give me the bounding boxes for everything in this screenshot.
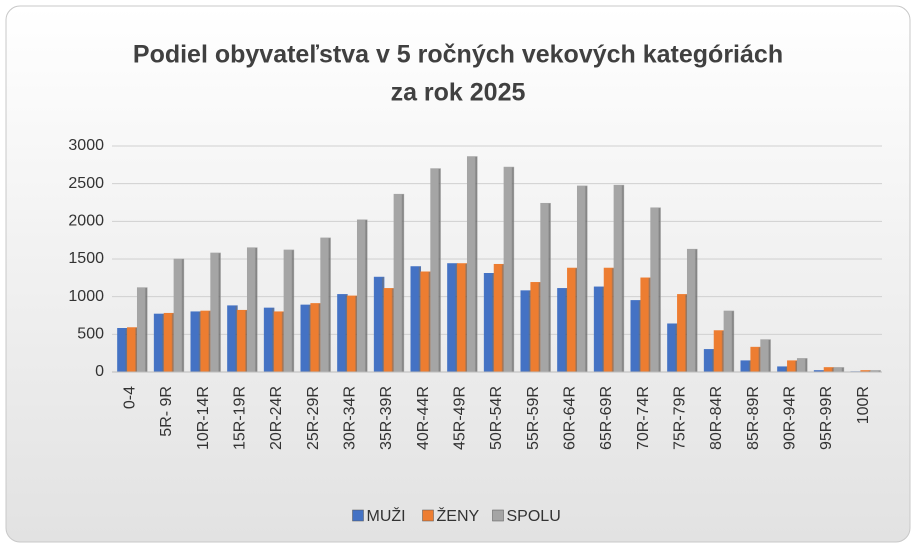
bar: [667, 323, 678, 373]
bar: [520, 290, 532, 373]
bar: [373, 276, 385, 373]
legend-swatch: [352, 509, 364, 522]
x-tick-label: 95R-99R: [818, 386, 835, 450]
bar: [136, 287, 148, 373]
y-tick-label: 2500: [68, 175, 104, 192]
bar: [273, 311, 285, 373]
x-tick-label: 20R-24R: [268, 386, 285, 450]
x-tick-label: 100R: [855, 386, 872, 424]
x-tick-label: 65R-69R: [598, 386, 615, 450]
bar: [787, 360, 798, 373]
bar: [713, 330, 725, 373]
bar: [750, 346, 761, 373]
bar: [337, 294, 348, 373]
x-tick-label: 15R-19R: [232, 386, 249, 450]
bar: [723, 310, 735, 373]
chart-title: Podiel obyvateľstva v 5 ročných vekových…: [133, 41, 783, 69]
bar: [493, 263, 505, 373]
bar: [593, 286, 605, 373]
x-tick-label: 85R-89R: [745, 386, 762, 450]
x-tick-label: 0-4: [122, 386, 139, 409]
bar: [823, 367, 835, 373]
bar: [127, 327, 138, 373]
bar: [190, 311, 202, 373]
x-tick-label: 25R-29R: [305, 386, 322, 450]
bar: [393, 193, 405, 373]
bar: [200, 310, 211, 373]
legend-swatch: [422, 509, 434, 522]
bar: [383, 288, 395, 373]
bar: [677, 294, 688, 373]
bar: [686, 248, 698, 373]
bar: [503, 166, 515, 373]
x-tick-label: 35R-39R: [378, 386, 395, 450]
x-tick-label: 45R-49R: [452, 386, 469, 450]
bar: [227, 305, 238, 373]
bar: [557, 288, 568, 373]
y-tick-label: 1000: [68, 288, 104, 305]
bar: [356, 219, 368, 373]
bar: [163, 312, 175, 373]
bar: [263, 307, 275, 373]
x-tick-label: 75R-79R: [672, 386, 689, 450]
y-tick-label: 1500: [68, 250, 104, 267]
bar: [540, 202, 551, 373]
x-tick-label: 10R-14R: [195, 386, 212, 450]
x-tick-label: 55R-59R: [525, 386, 542, 450]
bar: [283, 249, 295, 373]
bar: [740, 360, 752, 373]
x-tick-label: 30R-34R: [342, 386, 359, 450]
x-tick-label: 90R-94R: [782, 386, 799, 450]
legend-label: MUŽI: [367, 506, 406, 525]
bar: [796, 358, 808, 373]
bar: [347, 295, 358, 373]
bar: [447, 263, 458, 373]
x-tick-label: 70R-74R: [635, 386, 652, 450]
legend-label: SPOLU: [507, 508, 561, 525]
y-tick-label: 3000: [68, 137, 104, 154]
bar: [153, 313, 165, 373]
bar: [640, 277, 651, 373]
bar: [603, 267, 615, 373]
y-tick-label: 2000: [68, 213, 104, 230]
bar: [567, 267, 578, 373]
bar: [410, 266, 422, 373]
bar: [760, 339, 771, 373]
y-tick-label: 500: [77, 326, 104, 343]
bar: [300, 304, 312, 373]
bar: [576, 185, 588, 373]
x-tick-label: 40R-44R: [415, 386, 432, 450]
bar: [320, 237, 331, 373]
bar: [613, 184, 625, 373]
x-tick-label: 60R-64R: [562, 386, 579, 450]
bar: [650, 207, 661, 373]
chart-title: za rok 2025: [391, 79, 526, 107]
legend-label: ŽENY: [437, 506, 480, 525]
bar: [310, 303, 321, 373]
bar: [173, 258, 185, 373]
bar: [246, 247, 258, 373]
x-tick-label: 50R-54R: [488, 386, 505, 450]
bar: [466, 156, 478, 373]
bar: [210, 252, 221, 373]
bar: [430, 168, 441, 373]
legend-swatch: [492, 509, 504, 522]
bar: [777, 366, 788, 373]
bar: [703, 349, 715, 373]
x-tick-label: 5R- 9R: [158, 386, 175, 437]
bar: [237, 309, 248, 373]
y-tick-label: 0: [95, 363, 104, 380]
x-tick-label: 80R-84R: [708, 386, 725, 450]
bar: [483, 273, 495, 373]
bar: [117, 328, 128, 373]
bar: [420, 271, 431, 373]
bar: [630, 300, 642, 373]
bar: [530, 282, 541, 373]
bar: [457, 263, 468, 373]
bar: [833, 367, 845, 373]
